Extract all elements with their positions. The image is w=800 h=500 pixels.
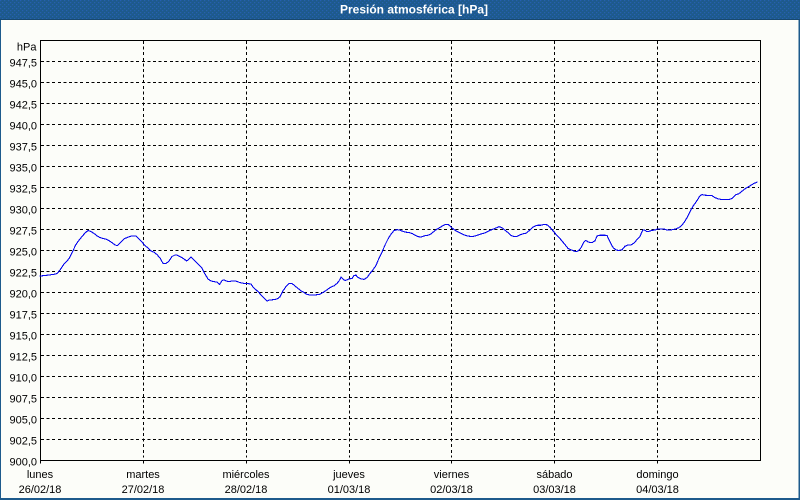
svg-text:920,0: 920,0 (9, 289, 37, 301)
svg-text:930,0: 930,0 (9, 205, 37, 217)
svg-text:900,0: 900,0 (9, 457, 37, 469)
svg-text:sábado: sábado (536, 469, 572, 481)
svg-text:937,5: 937,5 (9, 142, 37, 154)
svg-text:947,5: 947,5 (9, 58, 37, 70)
svg-text:945,0: 945,0 (9, 79, 37, 91)
svg-text:902,5: 902,5 (9, 436, 37, 448)
svg-text:922,5: 922,5 (9, 268, 37, 280)
svg-text:27/02/18: 27/02/18 (122, 484, 165, 496)
svg-text:927,5: 927,5 (9, 226, 37, 238)
svg-text:940,0: 940,0 (9, 121, 37, 133)
svg-text:942,5: 942,5 (9, 100, 37, 112)
svg-text:miércoles: miércoles (222, 469, 270, 481)
svg-text:jueves: jueves (332, 469, 365, 481)
svg-text:04/03/18: 04/03/18 (636, 484, 679, 496)
svg-text:915,0: 915,0 (9, 331, 37, 343)
svg-text:26/02/18: 26/02/18 (19, 484, 62, 496)
svg-text:viernes: viernes (434, 469, 470, 481)
svg-text:932,5: 932,5 (9, 184, 37, 196)
svg-text:28/02/18: 28/02/18 (225, 484, 268, 496)
svg-text:912,5: 912,5 (9, 352, 37, 364)
svg-text:905,0: 905,0 (9, 415, 37, 427)
svg-text:917,5: 917,5 (9, 310, 37, 322)
svg-text:martes: martes (126, 469, 160, 481)
svg-text:domingo: domingo (636, 469, 678, 481)
svg-text:907,5: 907,5 (9, 394, 37, 406)
svg-text:935,0: 935,0 (9, 163, 37, 175)
svg-text:hPa: hPa (17, 41, 37, 53)
svg-text:Presión atmosférica [hPa]: Presión atmosférica [hPa] (340, 3, 488, 17)
svg-text:910,0: 910,0 (9, 373, 37, 385)
svg-text:lunes: lunes (27, 469, 54, 481)
svg-text:03/03/18: 03/03/18 (533, 484, 576, 496)
svg-text:02/03/18: 02/03/18 (430, 484, 473, 496)
svg-text:01/03/18: 01/03/18 (328, 484, 371, 496)
svg-text:925,0: 925,0 (9, 247, 37, 259)
